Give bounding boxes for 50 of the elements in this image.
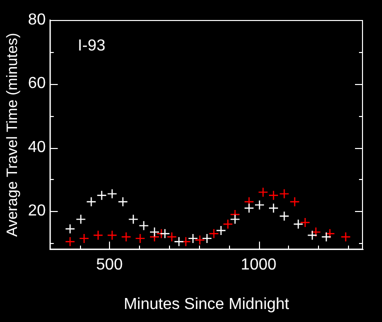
point	[300, 217, 310, 228]
point	[268, 190, 279, 200]
point	[64, 236, 76, 247]
point	[76, 214, 86, 224]
point	[96, 190, 107, 200]
point	[107, 188, 118, 199]
point	[166, 232, 177, 242]
y-tick-label: 60	[28, 75, 46, 92]
x-axis-title: Minutes Since Midnight	[124, 296, 290, 313]
point	[321, 232, 332, 242]
point	[160, 228, 170, 239]
y-tick-label: 20	[28, 202, 46, 220]
point	[244, 203, 254, 214]
point	[307, 230, 318, 240]
point	[222, 218, 233, 230]
point	[149, 226, 160, 238]
point	[290, 196, 300, 207]
point	[128, 214, 138, 224]
point	[258, 187, 268, 198]
point	[324, 228, 335, 239]
point	[188, 233, 198, 244]
point	[279, 188, 290, 199]
point	[180, 236, 191, 247]
annotation: I-93	[78, 37, 106, 54]
point	[340, 232, 351, 242]
point	[174, 236, 184, 247]
point	[86, 196, 96, 207]
point	[79, 233, 90, 244]
point	[202, 233, 212, 244]
point	[216, 225, 226, 236]
point	[254, 200, 265, 210]
y-tick-label: 80	[28, 11, 46, 28]
point	[93, 230, 104, 240]
x-tick-label: 1000	[240, 256, 276, 274]
point	[118, 196, 128, 207]
x-tick-label: 500	[96, 256, 123, 274]
y-axis-title: Average Travel Time (minutes)	[4, 32, 22, 237]
point	[230, 214, 240, 224]
point	[208, 228, 219, 239]
point	[310, 226, 321, 238]
y-tick-label: 40	[28, 138, 46, 156]
point	[107, 230, 118, 240]
point	[121, 232, 132, 242]
point	[138, 220, 149, 231]
point	[194, 234, 205, 246]
point	[293, 218, 304, 230]
point	[268, 203, 279, 214]
point	[135, 233, 146, 244]
point	[279, 211, 290, 222]
point	[64, 224, 76, 234]
